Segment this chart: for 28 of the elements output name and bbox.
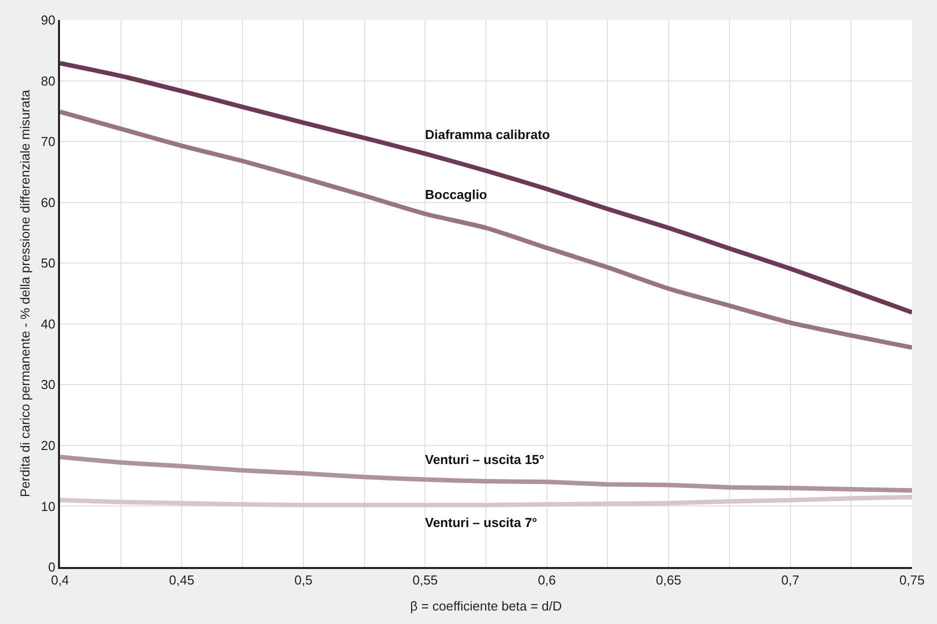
x-tick-label: 0,55 — [412, 572, 438, 588]
line-series — [60, 494, 912, 508]
x-tick-label: 0,4 — [50, 572, 70, 588]
series-label: Boccaglio — [425, 187, 488, 202]
y-tick-label: 0 — [48, 560, 56, 575]
y-tick-label: 30 — [40, 377, 56, 392]
y-tick-label: 10 — [40, 498, 56, 514]
y-tick-label: 50 — [40, 256, 56, 271]
line-series — [60, 110, 912, 350]
x-tick-label: 0,65 — [656, 572, 682, 588]
x-tick-label: 0,45 — [169, 572, 194, 588]
y-tick-label: 80 — [40, 73, 56, 88]
line-series — [60, 454, 912, 493]
y-tick-label: 20 — [40, 438, 56, 453]
series-label: Venturi – uscita 7° — [425, 515, 538, 530]
y-axis-title: Perdita di carico permanente - % della pressione differenziale misurata — [17, 89, 32, 498]
y-tick-label: 90 — [40, 12, 56, 28]
series-label: Venturi – uscita 15° — [425, 452, 544, 467]
x-axis-title: β = coefficiente beta = d/D — [410, 598, 562, 614]
x-tick-label: 0,5 — [294, 572, 312, 588]
series-label: Diaframma calibrato — [425, 127, 550, 142]
y-tick-label: 70 — [40, 134, 56, 150]
x-tick-label: 0,75 — [899, 572, 925, 588]
line-series — [60, 60, 912, 315]
y-tick-label: 40 — [40, 316, 56, 332]
y-tick-label: 60 — [40, 194, 56, 210]
x-tick-label: 0,7 — [781, 572, 800, 588]
x-tick-label: 0,6 — [538, 572, 556, 588]
